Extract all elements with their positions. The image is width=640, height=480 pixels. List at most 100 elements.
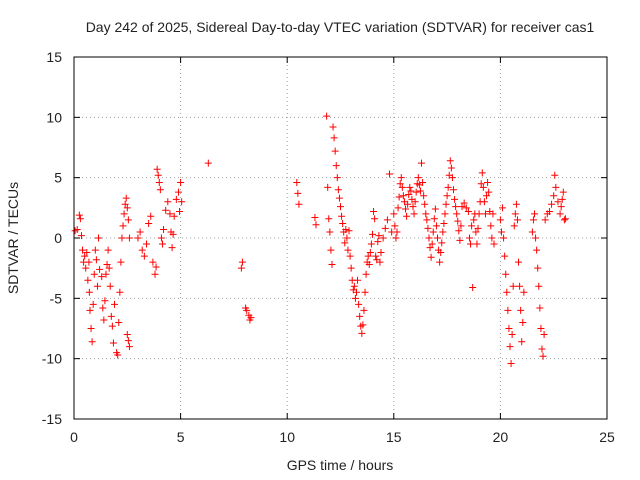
data-point <box>376 258 384 266</box>
data-point <box>370 207 378 215</box>
data-point <box>507 359 515 367</box>
data-point <box>237 264 245 272</box>
data-point <box>311 213 319 221</box>
data-point <box>156 186 164 194</box>
data-point <box>485 188 493 196</box>
data-point <box>475 210 483 218</box>
data-point <box>344 246 352 254</box>
data-point <box>122 194 130 202</box>
data-point <box>172 195 180 203</box>
data-point <box>358 329 366 337</box>
data-point <box>429 228 437 236</box>
data-point <box>89 300 97 308</box>
data-point <box>517 306 525 314</box>
data-point <box>505 325 513 332</box>
data-point <box>82 264 90 272</box>
data-point <box>531 210 539 218</box>
data-point <box>483 192 491 200</box>
data-point <box>243 306 251 314</box>
data-point <box>73 226 81 234</box>
data-point <box>438 239 446 247</box>
data-point <box>557 203 565 211</box>
chart-title: Day 242 of 2025, Sidereal Day-to-day VTE… <box>86 19 595 35</box>
data-point <box>456 236 464 244</box>
data-point <box>104 246 112 254</box>
data-point <box>350 282 358 290</box>
data-point <box>100 316 108 324</box>
data-point <box>152 263 160 271</box>
y-tick-label: 0 <box>54 230 62 246</box>
data-point <box>422 210 430 218</box>
data-point <box>454 217 462 225</box>
data-point <box>118 234 126 242</box>
data-point <box>124 337 132 345</box>
data-point <box>424 224 432 232</box>
data-point <box>154 171 162 179</box>
data-point <box>536 304 544 312</box>
data-point <box>88 338 96 346</box>
data-point <box>116 288 124 296</box>
data-point <box>109 339 117 347</box>
data-point <box>91 246 99 254</box>
data-point <box>508 331 516 339</box>
data-point <box>160 226 168 234</box>
data-point <box>484 178 492 186</box>
data-point <box>157 234 165 242</box>
data-point <box>399 192 407 200</box>
data-point <box>479 183 487 191</box>
data-point <box>418 159 426 167</box>
data-point <box>293 178 301 186</box>
data-point <box>153 165 161 173</box>
x-tick-label: 15 <box>386 429 402 445</box>
data-point <box>551 171 559 179</box>
data-point <box>448 174 456 182</box>
data-point <box>393 228 401 236</box>
data-point <box>431 205 439 213</box>
data-point <box>295 200 303 208</box>
data-point <box>462 204 470 212</box>
data-point <box>247 314 255 322</box>
data-point <box>345 227 353 235</box>
data-point <box>372 252 380 260</box>
data-point <box>395 193 403 201</box>
data-point <box>425 234 433 242</box>
data-point <box>174 188 182 196</box>
x-tick-labels: 0 5 10 15 20 25 <box>70 429 615 445</box>
data-point <box>490 240 498 248</box>
data-point <box>441 210 449 218</box>
data-point <box>151 270 159 278</box>
data-point <box>469 283 477 291</box>
data-point <box>440 220 448 228</box>
data-point <box>499 204 507 212</box>
data-point <box>489 210 497 218</box>
data-point <box>145 220 153 228</box>
data-point <box>442 200 450 208</box>
data-point <box>560 216 568 224</box>
data-point <box>419 178 427 186</box>
data-point <box>362 270 370 278</box>
data-point <box>516 282 524 290</box>
data-point <box>501 252 509 260</box>
plot-frame <box>73 56 608 420</box>
data-point <box>470 216 478 224</box>
data-point <box>121 200 129 208</box>
data-point <box>379 234 387 242</box>
data-point <box>170 212 178 220</box>
data-point <box>347 264 355 272</box>
data-point <box>392 234 400 242</box>
y-axis-label: SDTVAR / TECUs <box>5 182 21 294</box>
data-point <box>99 304 107 312</box>
data-point <box>458 203 466 211</box>
data-point <box>178 198 186 206</box>
data-point <box>539 352 547 360</box>
data-point <box>452 203 460 211</box>
x-tick-label: 10 <box>279 429 295 445</box>
data-point <box>535 282 543 290</box>
data-point <box>98 273 106 281</box>
data-point <box>107 312 115 320</box>
data-point <box>140 252 148 260</box>
data-point <box>365 261 373 269</box>
data-point <box>83 248 91 256</box>
data-point <box>327 246 335 254</box>
data-point <box>509 282 517 290</box>
